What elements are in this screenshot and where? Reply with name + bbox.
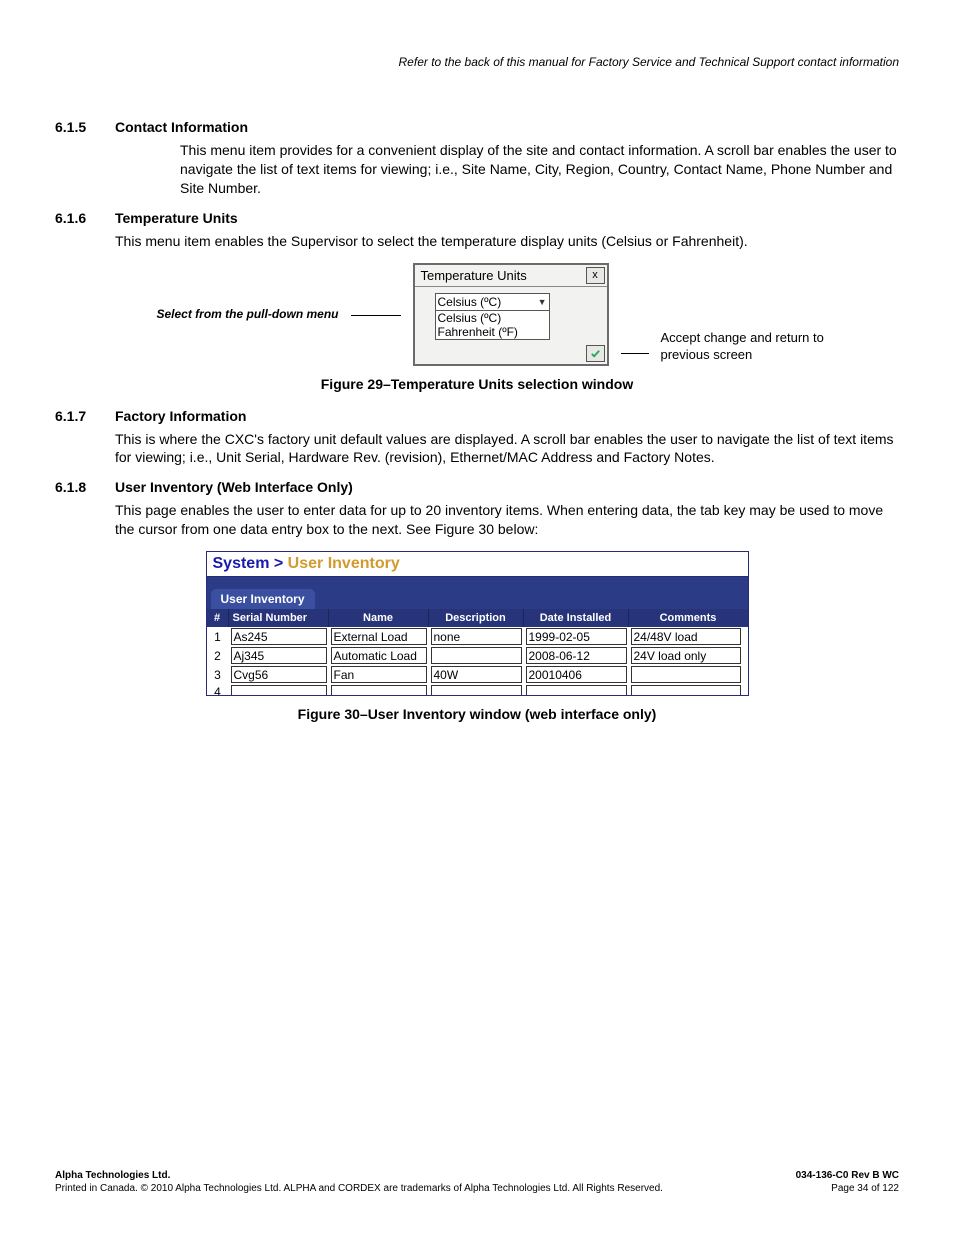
section-body: This menu item provides for a convenient… xyxy=(180,141,899,198)
description-input[interactable]: none xyxy=(431,628,522,645)
temperature-unit-select[interactable]: Celsius (ºC) ▼ xyxy=(435,293,550,311)
table-row: 4 xyxy=(207,684,748,695)
section-title: Contact Information xyxy=(115,119,248,135)
serial-input[interactable] xyxy=(231,685,327,695)
figure-29: Select from the pull-down menu Temperatu… xyxy=(55,263,899,366)
table-row: 3Cvg56Fan40W20010406 xyxy=(207,665,748,684)
callout-line xyxy=(621,353,649,354)
footer-page: Page 34 of 122 xyxy=(831,1183,899,1196)
date-input[interactable]: 20010406 xyxy=(526,666,627,683)
name-input[interactable]: Automatic Load xyxy=(331,647,427,664)
table-header: # Serial Number Name Description Date In… xyxy=(207,609,748,627)
option-fahrenheit[interactable]: Fahrenheit (ºF) xyxy=(436,325,549,339)
comments-input[interactable] xyxy=(631,685,741,695)
footer-doc: 034-136-C0 Rev B WC xyxy=(796,1170,899,1183)
col-name: Name xyxy=(329,609,429,627)
footer-company: Alpha Technologies Ltd. xyxy=(55,1170,170,1183)
date-input[interactable] xyxy=(526,685,627,695)
table-row: 1As245External Loadnone1999-02-0524/48V … xyxy=(207,627,748,646)
row-index: 2 xyxy=(207,649,229,663)
breadcrumb: System > User Inventory xyxy=(207,552,748,577)
header-note: Refer to the back of this manual for Fac… xyxy=(55,55,899,69)
close-icon[interactable]: x xyxy=(586,267,605,284)
pulldown-label: Select from the pull-down menu xyxy=(114,307,339,321)
col-comments: Comments xyxy=(629,609,748,627)
section-6-1-7: 6.1.7 Factory Information This is where … xyxy=(55,408,899,468)
col-serial: Serial Number xyxy=(229,609,329,627)
row-index: 1 xyxy=(207,630,229,644)
check-icon xyxy=(590,348,601,359)
tab-user-inventory[interactable]: User Inventory xyxy=(211,589,315,609)
name-input[interactable]: External Load xyxy=(331,628,427,645)
serial-input[interactable]: Aj345 xyxy=(231,647,327,664)
section-number: 6.1.7 xyxy=(55,408,115,424)
page-footer: Alpha Technologies Ltd. 034-136-C0 Rev B… xyxy=(55,1170,899,1195)
accept-label: Accept change and return to previous scr… xyxy=(661,330,841,364)
table-row: 2Aj345Automatic Load 2008-06-1224V load o… xyxy=(207,646,748,665)
temperature-units-dialog: Temperature Units x Celsius (ºC) ▼ Celsi… xyxy=(413,263,609,366)
description-input[interactable] xyxy=(431,685,522,695)
section-title: Factory Information xyxy=(115,408,246,424)
date-input[interactable]: 1999-02-05 xyxy=(526,628,627,645)
comments-input[interactable]: 24/48V load xyxy=(631,628,741,645)
callout-line xyxy=(351,315,401,316)
accept-button[interactable] xyxy=(586,345,605,362)
section-number: 6.1.6 xyxy=(55,210,115,226)
col-description: Description xyxy=(429,609,524,627)
breadcrumb-root[interactable]: System > xyxy=(213,555,284,572)
col-index: # xyxy=(207,609,229,627)
section-title: User Inventory (Web Interface Only) xyxy=(115,479,353,495)
name-input[interactable]: Fan xyxy=(331,666,427,683)
dialog-title: Temperature Units xyxy=(421,268,527,283)
description-input[interactable] xyxy=(431,647,522,664)
breadcrumb-current: User Inventory xyxy=(288,555,400,572)
name-input[interactable] xyxy=(331,685,427,695)
section-body: This menu item enables the Supervisor to… xyxy=(115,232,899,251)
section-number: 6.1.5 xyxy=(55,119,115,135)
row-index: 4 xyxy=(207,685,229,695)
section-body: This page enables the user to enter data… xyxy=(115,501,899,539)
select-value: Celsius (ºC) xyxy=(438,295,502,309)
figure-30-caption: Figure 30–User Inventory window (web int… xyxy=(55,706,899,722)
tab-bar: User Inventory xyxy=(207,577,748,609)
section-body: This is where the CXC's factory unit def… xyxy=(115,430,899,468)
date-input[interactable]: 2008-06-12 xyxy=(526,647,627,664)
serial-input[interactable]: Cvg56 xyxy=(231,666,327,683)
comments-input[interactable]: 24V load only xyxy=(631,647,741,664)
section-number: 6.1.8 xyxy=(55,479,115,495)
chevron-down-icon: ▼ xyxy=(538,297,547,307)
col-date: Date Installed xyxy=(524,609,629,627)
section-6-1-6: 6.1.6 Temperature Units This menu item e… xyxy=(55,210,899,251)
option-celsius[interactable]: Celsius (ºC) xyxy=(436,311,549,325)
section-title: Temperature Units xyxy=(115,210,238,226)
comments-input[interactable] xyxy=(631,666,741,683)
row-index: 3 xyxy=(207,668,229,682)
description-input[interactable]: 40W xyxy=(431,666,522,683)
section-6-1-5: 6.1.5 Contact Information This menu item… xyxy=(55,119,899,198)
serial-input[interactable]: As245 xyxy=(231,628,327,645)
section-6-1-8: 6.1.8 User Inventory (Web Interface Only… xyxy=(55,479,899,539)
footer-legal: Printed in Canada. © 2010 Alpha Technolo… xyxy=(55,1183,663,1196)
figure-29-caption: Figure 29–Temperature Units selection wi… xyxy=(55,376,899,392)
temperature-unit-options[interactable]: Celsius (ºC) Fahrenheit (ºF) xyxy=(435,311,550,340)
user-inventory-window: System > User Inventory User Inventory #… xyxy=(206,551,749,696)
